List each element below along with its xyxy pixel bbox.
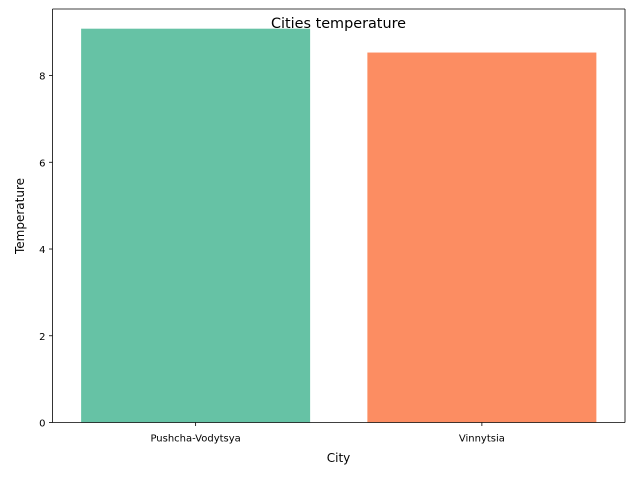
y-tick-label: 6 xyxy=(39,158,45,169)
y-tick-label: 8 xyxy=(39,72,45,83)
y-tick-label: 4 xyxy=(39,245,45,256)
y-tick-label: 2 xyxy=(39,332,45,343)
x-axis-label: City xyxy=(327,451,351,465)
y-axis-label: Temperature xyxy=(13,178,27,255)
x-tick-label: Vinnytsia xyxy=(459,434,505,445)
bar-vinnytsia xyxy=(367,52,597,423)
y-ticks-group: 0 2 4 6 8 xyxy=(39,72,53,430)
y-tick-label: 0 xyxy=(39,419,45,430)
bar-pushcha-vodytsya xyxy=(81,28,311,423)
x-tick-label: Pushcha-Vodytsya xyxy=(150,434,240,445)
bars-group xyxy=(81,28,597,423)
x-ticks-group: Pushcha-Vodytsya Vinnytsia xyxy=(150,422,505,445)
chart-title: Cities temperature xyxy=(271,16,406,32)
